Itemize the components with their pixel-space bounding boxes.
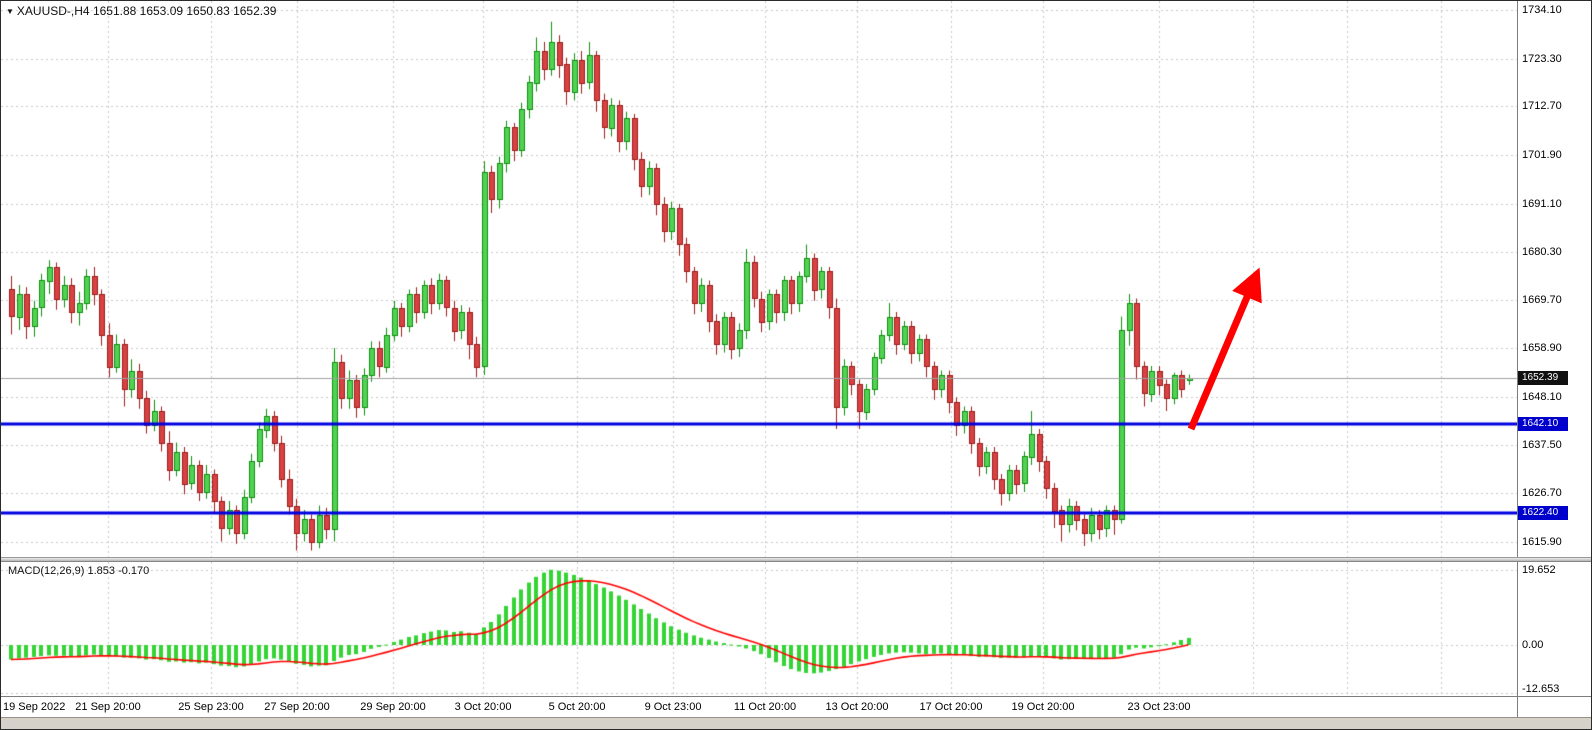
time-axis[interactable]: 19 Sep 2022 21 Sep 20:00 25 Sep 23:00 27 Se…: [1, 696, 1591, 717]
price-axis-label: 1712.70: [1522, 100, 1562, 112]
macd-name: MACD(12,26,9): [8, 565, 85, 577]
horizontal-scrollbar-strip[interactable]: [1, 717, 1591, 729]
price-axis-label: 1680.30: [1522, 246, 1562, 258]
time-axis-label: 23 Oct 23:00: [1127, 701, 1191, 713]
macd-indicator-canvas[interactable]: [1, 562, 1517, 695]
time-axis-label: 21 Sep 20:00: [75, 701, 141, 713]
time-axis-label: 3 Oct 20:00: [454, 701, 512, 713]
time-axis-label: 11 Oct 20:00: [733, 701, 797, 713]
candlestick-chart-canvas[interactable]: [1, 1, 1517, 558]
current-price-badge: 1652.39: [1518, 371, 1568, 385]
price-axis-label: 1615.90: [1522, 536, 1562, 548]
price-axis-label: 1701.90: [1522, 149, 1562, 161]
price-axis[interactable]: [1518, 1, 1591, 717]
macd-axis-label: -12.653: [1522, 683, 1560, 695]
chart-dropdown-icon: ▼: [6, 7, 14, 16]
macd-axis-label: 0.00: [1522, 639, 1544, 651]
price-axis-label: 1669.70: [1522, 294, 1562, 306]
time-axis-label: 17 Oct 20:00: [919, 701, 983, 713]
macd-indicator-label: MACD(12,26,9) 1.853 -0.170: [8, 565, 149, 577]
symbol-ohlc-label: ▼ XAUUSD-,H4 1651.88 1653.09 1650.83 1652…: [6, 4, 276, 18]
time-axis-label: 25 Sep 23:00: [178, 701, 244, 713]
macd-axis-label: 19.652: [1522, 564, 1556, 576]
macd-values: 1.853 -0.170: [87, 565, 150, 577]
price-axis-label: 1626.70: [1522, 487, 1562, 499]
ohlc-values: 1651.88 1653.09 1650.83 1652.39: [92, 4, 277, 18]
panel-splitter[interactable]: [1, 557, 1591, 562]
time-axis-label: 19 Sep 2022: [3, 701, 66, 713]
time-axis-label: 9 Oct 23:00: [644, 701, 702, 713]
time-axis-label: 13 Oct 20:00: [825, 701, 889, 713]
price-axis-separator: [1517, 1, 1518, 717]
time-axis-label: 27 Sep 20:00: [264, 701, 330, 713]
price-axis-label: 1637.50: [1522, 439, 1562, 451]
support-level-badge: 1642.10: [1518, 417, 1568, 431]
time-axis-label: 29 Sep 20:00: [360, 701, 426, 713]
time-axis-label: 5 Oct 20:00: [548, 701, 606, 713]
symbol-name: XAUUSD-,H4: [16, 4, 90, 18]
price-axis-label: 1734.10: [1522, 4, 1562, 16]
time-axis-label: 19 Oct 20:00: [1011, 701, 1075, 713]
support-level-badge: 1622.40: [1518, 506, 1568, 520]
trend-arrow-annotation: [1187, 267, 1262, 431]
price-axis-label: 1648.10: [1522, 391, 1562, 403]
price-axis-label: 1723.30: [1522, 53, 1562, 65]
price-axis-label: 1658.90: [1522, 342, 1562, 354]
price-axis-label: 1691.10: [1522, 198, 1562, 210]
